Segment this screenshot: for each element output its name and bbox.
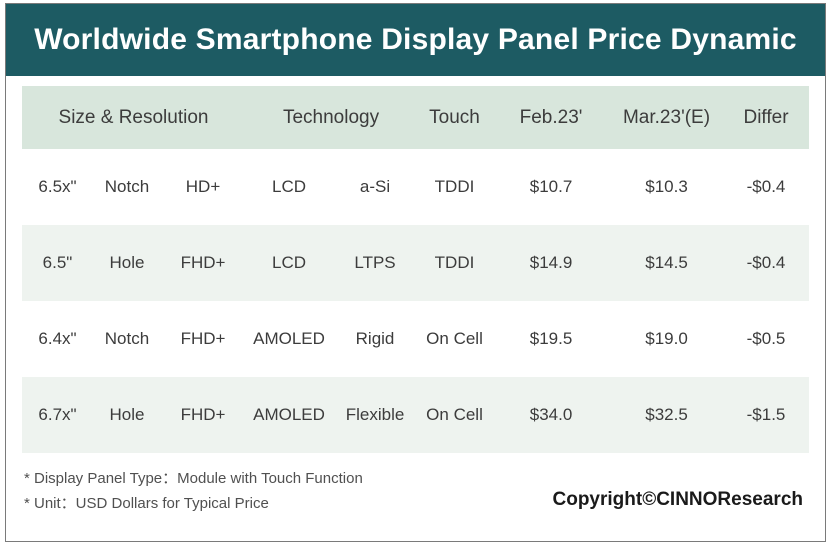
cell-backplane: LTPS (333, 225, 418, 301)
table-row: 6.5x" Notch HD+ LCD a-Si TDDI $10.7 $10.… (22, 149, 809, 225)
table-row: 6.4x" Notch FHD+ AMOLED Rigid On Cell $1… (22, 301, 809, 377)
cell-technology: AMOLED (253, 329, 325, 348)
cell-form: Hole (93, 225, 161, 301)
price-table: Size & Resolution Technology Touch Feb.2… (22, 86, 810, 453)
cell-technology: AMOLED (245, 377, 334, 453)
header-feb: Feb.23' (492, 86, 611, 149)
cell-mar-price: $19.0 (645, 329, 688, 348)
table-row: 6.7x" Hole FHD+ AMOLED Flexible On Cell … (22, 377, 810, 453)
cell-backplane: a-Si (359, 177, 391, 196)
cell-resolution: FHD+ (161, 225, 246, 301)
cell-technology: LCD (245, 225, 334, 301)
table-row: 6.5" Hole FHD+ LCD LTPS TDDI $14.9 $14.5… (22, 225, 810, 301)
header-differ: Differ (723, 86, 810, 149)
cell-touch: On Cell (426, 329, 483, 348)
title-bar: Worldwide Smartphone Display Panel Price… (6, 4, 825, 76)
cell-mar-price: $32.5 (610, 377, 724, 453)
cell-size: 6.7x" (22, 377, 93, 453)
cell-form: Hole (93, 377, 161, 453)
cell-backplane: Rigid (355, 329, 395, 348)
cell-feb-price: $34.0 (492, 377, 611, 453)
cell-differ: -$1.5 (723, 377, 810, 453)
panel-price-figure: Worldwide Smartphone Display Panel Price… (5, 3, 826, 542)
cell-resolution: FHD+ (180, 329, 226, 348)
cell-backplane: Flexible (333, 377, 418, 453)
cell-technology: LCD (272, 177, 307, 196)
cell-differ: -$0.5 (746, 329, 786, 348)
copyright-label: Copyright©CINNOResearch (552, 489, 804, 510)
footnotes: * Display Panel Type：Module with Touch F… (24, 466, 363, 516)
cell-feb-price: $10.7 (529, 177, 573, 196)
footnote-unit: * Unit：USD Dollars for Typical Price (24, 495, 269, 512)
header-touch: Touch (417, 86, 493, 149)
cell-feb-price: $19.5 (529, 329, 573, 348)
cell-resolution: HD+ (185, 177, 221, 196)
cell-resolution: FHD+ (161, 377, 246, 453)
cell-differ: -$0.4 (723, 225, 810, 301)
header-mar: Mar.23'(E) (610, 86, 724, 149)
cell-touch: On Cell (417, 377, 493, 453)
cell-mar-price: $14.5 (610, 225, 724, 301)
cell-size: 6.5x" (38, 177, 77, 196)
page-title: Worldwide Smartphone Display Panel Price… (34, 23, 797, 56)
cell-size: 6.5" (22, 225, 93, 301)
header-row: Size & Resolution Technology Touch Feb.2… (22, 86, 810, 149)
header-size-resolution: Size & Resolution (22, 86, 246, 149)
cell-feb-price: $14.9 (492, 225, 611, 301)
cell-size: 6.4x" (38, 329, 77, 348)
cell-touch: TDDI (434, 177, 475, 196)
cell-mar-price: $10.3 (645, 177, 688, 196)
footnote-panel-type: * Display Panel Type：Module with Touch F… (24, 470, 363, 487)
cell-form: Notch (104, 177, 150, 196)
cell-touch: TDDI (417, 225, 493, 301)
cell-differ: -$0.4 (746, 177, 786, 196)
cell-form: Notch (104, 329, 150, 348)
header-technology: Technology (245, 86, 418, 149)
